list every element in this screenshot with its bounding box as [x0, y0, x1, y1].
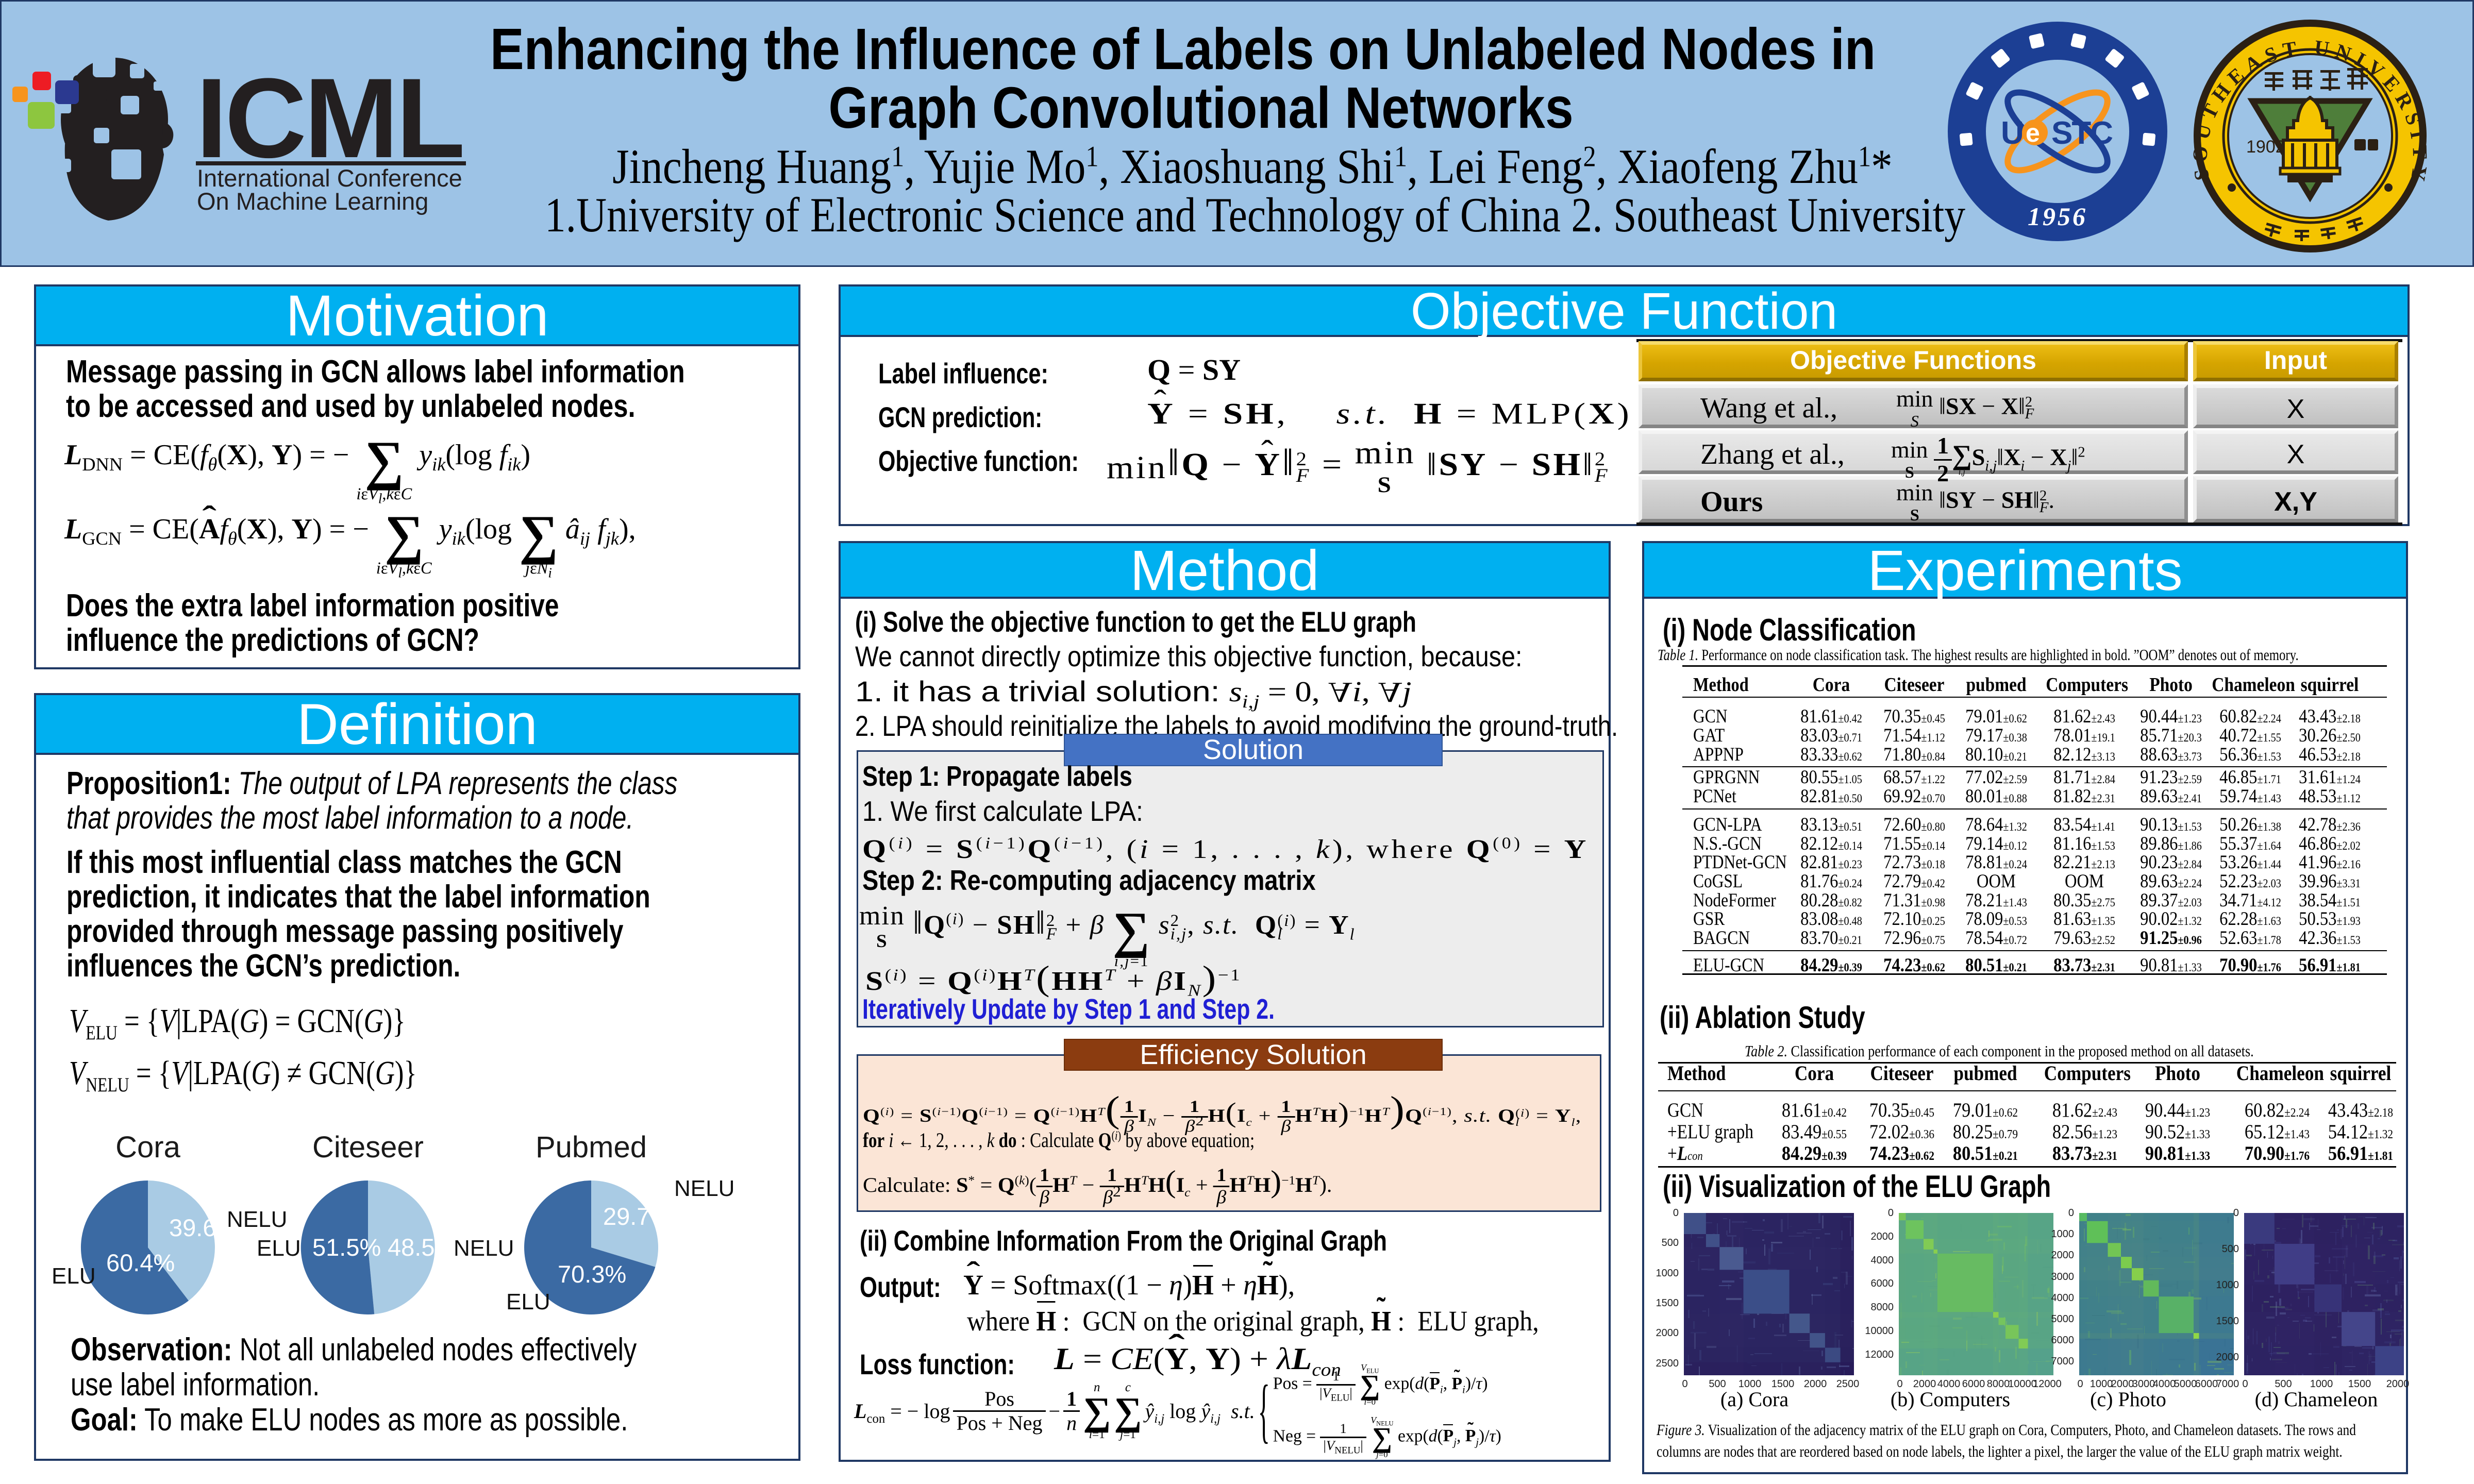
svg-text:NELU: NELU [227, 1207, 287, 1232]
svg-text:International Conference: International Conference [197, 164, 462, 192]
svg-text:1902: 1902 [2246, 137, 2285, 157]
svg-text:NELU: NELU [674, 1176, 734, 1201]
svg-text:Cora: Cora [115, 1131, 180, 1164]
svg-text:Citeseer: Citeseer [312, 1131, 424, 1164]
svg-text:60.4%: 60.4% [106, 1249, 175, 1276]
svg-text:ELU: ELU [506, 1289, 550, 1314]
svg-text:29.7%: 29.7% [603, 1203, 672, 1230]
svg-text:NELU: NELU [454, 1236, 514, 1261]
svg-text:On Machine Learning: On Machine Learning [197, 188, 428, 215]
svg-text:48.5%: 48.5% [388, 1234, 456, 1261]
svg-text:Pubmed: Pubmed [536, 1131, 647, 1164]
svg-text:39.6%: 39.6% [169, 1214, 238, 1241]
svg-text:U: U [2001, 115, 2024, 151]
svg-text:1956: 1956 [2028, 202, 2087, 231]
svg-text:STC: STC [2051, 115, 2113, 151]
svg-text:ICML: ICML [196, 55, 463, 181]
svg-text:51.5%: 51.5% [312, 1234, 381, 1261]
svg-text:70.3%: 70.3% [558, 1260, 626, 1288]
svg-text:ELU: ELU [52, 1263, 96, 1289]
svg-text:ELU: ELU [257, 1236, 301, 1261]
svg-text:e: e [2026, 119, 2040, 147]
